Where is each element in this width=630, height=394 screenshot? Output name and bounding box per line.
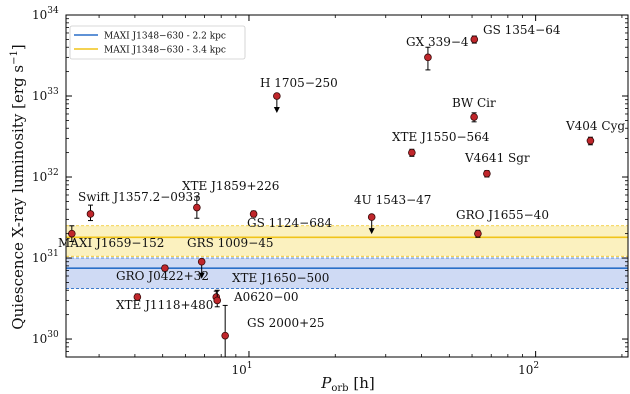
point-label: GS 1354−64 [483, 23, 561, 37]
point-label: MAXI J1659−152 [58, 236, 164, 250]
point-label: GRS 1009−45 [187, 236, 274, 250]
data-point [586, 136, 595, 145]
data-point [483, 169, 491, 178]
point-label: GS 2000+25 [247, 316, 324, 330]
upper-limit-arrow-head [198, 272, 205, 279]
band-fill-1 [66, 225, 628, 257]
data-point [470, 113, 478, 121]
point-label: A0620−00 [233, 290, 299, 304]
data-point [86, 210, 95, 218]
point-label: XTE J1550−564 [392, 130, 490, 144]
data-point [367, 213, 376, 221]
data-point [424, 53, 432, 62]
data-point [249, 210, 258, 218]
point-label: H 1705−250 [260, 76, 338, 90]
legend-entry-1: MAXI J1348−630 - 3.4 kpc [104, 46, 226, 56]
legend-entry-0: MAXI J1348−630 - 2.2 kpc [104, 32, 226, 42]
data-point [474, 229, 482, 238]
y-axis-label: Quiescence X-ray luminosity [erg s−1] [9, 44, 27, 329]
point-label: GS 1124−684 [247, 216, 332, 230]
data-point [161, 264, 169, 272]
point-label: Swift J1357.2−0933 [78, 190, 201, 204]
upper-limit-arrow-head [368, 228, 375, 235]
x-tick-label: 101 [231, 361, 252, 377]
y-tick-label: 1034 [32, 6, 59, 22]
point-label: V404 Cyg [565, 119, 625, 133]
data-point [213, 296, 222, 305]
axes: 1030 1031 1032 1033 1034 101 102 [32, 6, 628, 377]
data-point [133, 293, 142, 301]
y-tick-label: 1032 [32, 168, 59, 184]
y-tick-label: 1030 [32, 330, 59, 346]
y-tick-label: 1031 [32, 249, 59, 265]
data-point [221, 331, 229, 340]
data-point [193, 203, 201, 212]
luminosity-bands [66, 225, 628, 289]
data-points [68, 35, 595, 357]
x-tick-label: 102 [518, 361, 539, 377]
point-label: V4641 Sgr [464, 151, 530, 165]
y-tick-label: 1033 [32, 87, 59, 103]
plot-frame [65, 14, 629, 358]
x-axis-label: Porb [h] [320, 374, 374, 394]
point-label: 4U 1543−47 [354, 193, 431, 207]
point-labels: MAXI J1659−152 Swift J1357.2−0933 XTE J111… [58, 23, 625, 330]
legend: MAXI J1348−630 - 2.2 kpc MAXI J1348−630 -… [69, 25, 246, 60]
legend-box [69, 25, 246, 60]
data-point [408, 148, 416, 157]
point-label: GRO J1655−40 [456, 208, 549, 222]
data-point [470, 35, 479, 44]
point-label: BW Cir [452, 96, 496, 110]
band-fill-0 [66, 258, 628, 289]
point-label: XTE J1859+226 [182, 179, 279, 193]
upper-limit-arrow-head [273, 107, 280, 114]
point-label: GX 339−4 [406, 35, 469, 49]
point-label: GRO J0422+32 [116, 269, 209, 283]
data-point [273, 92, 281, 100]
point-label: XTE J1650−500 [232, 271, 329, 285]
point-label: XTE J1118+480 [116, 298, 213, 312]
data-point [197, 257, 206, 266]
